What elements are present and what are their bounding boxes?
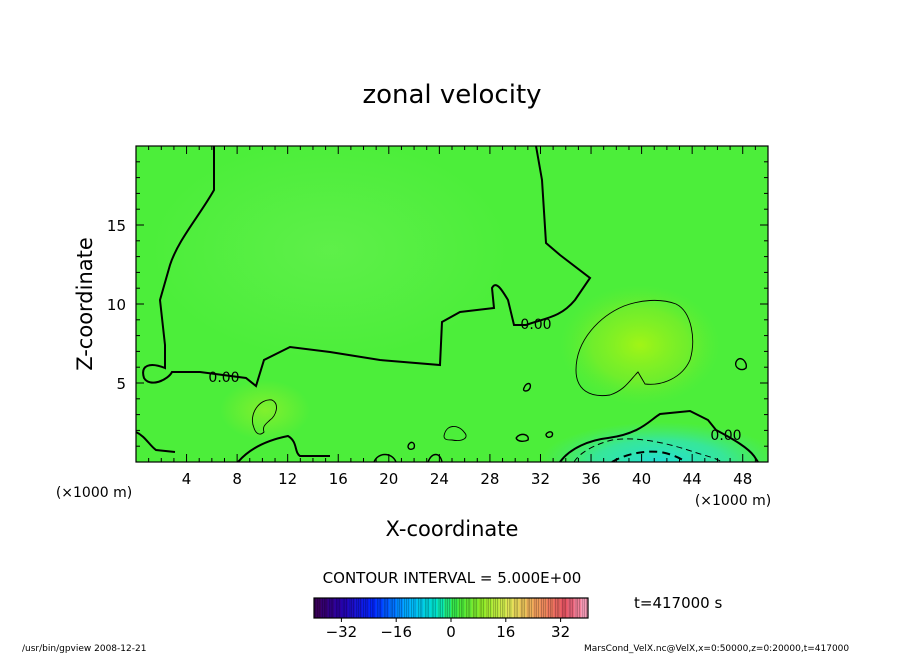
colorbar-segment xyxy=(464,598,472,618)
colorbar-tick-label: −32 xyxy=(326,623,358,641)
colorbar-segment xyxy=(382,598,390,618)
y-tick-label: 10 xyxy=(107,296,126,314)
colorbar-segment xyxy=(444,598,452,618)
colorbar-segment xyxy=(546,598,555,618)
colorbar-segment xyxy=(533,598,541,618)
y-tick-label: 5 xyxy=(116,375,126,393)
contour-label-zero-3: 0.00 xyxy=(710,428,741,444)
y-tick-label: 15 xyxy=(107,217,126,235)
colorbar-segment xyxy=(471,598,479,618)
contour-interval-text: CONTOUR INTERVAL = 5.000E+00 xyxy=(323,569,582,587)
colorbar-segment xyxy=(540,598,548,618)
z-unit-label: (×1000 m) xyxy=(56,485,132,501)
footer-left: /usr/bin/gpview 2008-12-21 xyxy=(22,644,146,654)
colorbar-segment xyxy=(498,598,507,618)
footer-right: MarsCond_VelX.nc@VelX,x=0:50000,z=0:2000… xyxy=(584,644,849,654)
field-negative-core xyxy=(540,422,768,462)
colorbar-segment xyxy=(430,598,438,618)
colorbar-segment xyxy=(581,598,589,618)
contour-small-loops xyxy=(373,358,748,462)
colorbar-segment xyxy=(409,598,418,618)
contour-zero-main xyxy=(142,146,592,388)
colorbar-segment xyxy=(526,598,534,618)
colorbar-tick-label: 32 xyxy=(551,623,570,641)
x-tick-label: 20 xyxy=(379,470,398,488)
colorbar-ticks: −32 −16 0 16 32 xyxy=(326,618,570,641)
colorbar-segment xyxy=(375,598,383,618)
colorbar-segment xyxy=(320,598,328,618)
chart-title: zonal velocity xyxy=(362,80,541,110)
colorbar-tick-label: −16 xyxy=(380,623,412,641)
colorbar-segment xyxy=(341,598,349,618)
colorbar-segment xyxy=(478,598,486,618)
contour-positive-5 xyxy=(252,299,694,441)
field-positive-core xyxy=(560,285,720,405)
field-low-yellow-region xyxy=(220,380,310,440)
contour-bottom-left xyxy=(136,431,330,462)
field-light-region xyxy=(150,146,510,360)
colorbar xyxy=(313,597,589,619)
colorbar-segment xyxy=(553,598,561,618)
x-tick-label: 16 xyxy=(329,470,348,488)
colorbar-segment xyxy=(423,598,431,618)
colorbar-segment xyxy=(416,598,424,618)
colorbar-segment xyxy=(505,598,513,618)
contour-zero-lower xyxy=(559,409,759,462)
contour-negative-5 xyxy=(573,438,723,462)
colorbar-segment xyxy=(368,598,376,618)
x-axis: 4 8 12 16 20 24 28 32 36 40 44 48 xyxy=(148,146,756,488)
y-axis-label: Z-coordinate xyxy=(73,237,97,371)
contour-label-zero-2: 0.00 xyxy=(520,317,551,333)
colorbar-segment xyxy=(512,598,520,618)
x-tick-label: 36 xyxy=(581,470,600,488)
colorbar-segment xyxy=(403,598,411,618)
colorbar-segment xyxy=(457,598,465,618)
colorbar-segment xyxy=(574,598,582,618)
x-tick-label: 4 xyxy=(182,470,192,488)
colorbar-tick-label: 16 xyxy=(496,623,515,641)
contour-label-zero-1: 0.00 xyxy=(208,370,239,386)
colorbar-tick-label: 0 xyxy=(446,623,456,641)
x-unit-label: (×1000 m) xyxy=(695,493,771,509)
time-text: t=417000 s xyxy=(634,594,722,612)
colorbar-segment xyxy=(334,598,342,618)
colorbar-segment xyxy=(355,598,363,618)
x-axis-label: X-coordinate xyxy=(386,517,519,541)
colorbar-segment xyxy=(314,598,322,618)
colorbar-segment xyxy=(396,598,404,618)
x-tick-label: 40 xyxy=(632,470,651,488)
colorbar-segment xyxy=(437,598,445,618)
x-tick-label: 32 xyxy=(531,470,550,488)
x-tick-label: 28 xyxy=(480,470,499,488)
y-axis: 5 10 15 xyxy=(107,161,768,447)
colorbar-segment xyxy=(492,598,500,618)
colorbar-segment xyxy=(519,598,527,618)
contour-negative-10 xyxy=(611,450,687,462)
colorbar-segment xyxy=(567,598,575,618)
x-tick-label: 44 xyxy=(683,470,702,488)
colorbar-segment xyxy=(560,598,568,618)
colorbar-segment xyxy=(327,598,335,618)
colorbar-segment xyxy=(485,598,493,618)
plot-area: 0.00 0.00 0.00 xyxy=(136,146,768,462)
colorbar-segment xyxy=(361,598,370,618)
x-tick-label: 24 xyxy=(430,470,449,488)
x-tick-label: 8 xyxy=(232,470,242,488)
colorbar-segment xyxy=(348,598,356,618)
x-tick-label: 12 xyxy=(278,470,297,488)
colorbar-segment xyxy=(451,598,459,618)
colorbar-segment xyxy=(389,598,397,618)
x-tick-label: 48 xyxy=(733,470,752,488)
